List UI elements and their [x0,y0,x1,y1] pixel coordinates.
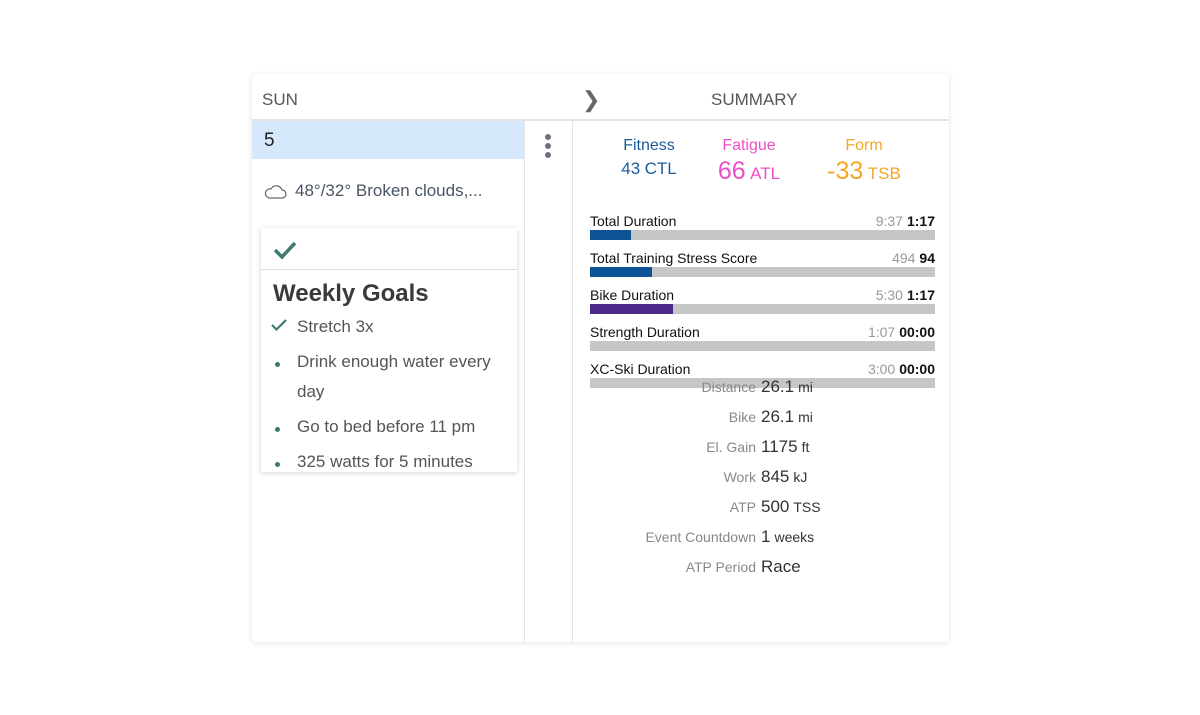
stat-unit: ft [801,439,810,455]
progress-bar-row: Total Training Stress Score 494 94 [590,250,935,277]
goals-title: Weekly Goals [273,280,429,307]
stats-list: Distance 26.1 mi Bike 26.1 mi El. Gain 1175 ft Wo… [574,377,949,587]
stat-label: Event Countdown [645,529,756,545]
completed-value: 94 [919,250,935,266]
goal-text: 325 watts for 5 minutes [297,452,473,471]
planned-value: 3:00 [867,361,896,377]
stat-label: ATP Period [685,559,756,575]
stat-row: Event Countdown 1 weeks [574,527,949,557]
goal-text: Go to bed before 11 pm [297,417,476,436]
planned-value: 5:30 [875,287,903,303]
goal-item[interactable]: Go to bed before 11 pm [271,412,517,442]
fatigue-label: Fatigue [722,137,776,154]
bullet-icon [271,447,297,477]
stat-label: Bike [728,409,756,425]
date-number[interactable]: 5 [252,121,524,159]
progress-bar-row: Strength Duration 1:07 00:00 [590,324,935,351]
goal-item[interactable]: 325 watts for 5 minutes [271,447,517,477]
bar-label: Bike Duration [590,287,675,303]
bar-label: Total Training Stress Score [590,250,758,266]
progress-bar-row: Bike Duration 5:30 1:17 [590,287,935,314]
duration-bars: Total Duration 9:37 1:17 Total Training Str… [590,213,935,398]
fitness-unit: CTL [644,159,677,178]
stat-label: Work [723,469,756,485]
stat-row: Bike 26.1 mi [574,407,949,437]
chevron-right-icon[interactable]: ❯ [582,87,601,112]
cloud-icon [264,185,287,199]
stat-value: 1 [761,527,771,546]
progress-bar-row: XC-Ski Duration 3:00 00:00 [590,361,935,388]
bar-label: XC-Ski Duration [590,361,691,377]
weekly-goals-card[interactable]: Weekly Goals Stretch 3x Drink enough wate… [261,228,517,472]
planned-value: 9:37 [875,213,903,229]
stat-label: El. Gain [706,439,756,455]
stat-row: Work 845 kJ [574,467,949,497]
goal-text: Drink enough water every day [297,352,491,401]
planned-value: 494 [892,250,916,266]
stat-row: Distance 26.1 mi [574,377,949,407]
progress-track [590,230,935,240]
progress-bar-row: Total Duration 9:37 1:17 [590,213,935,240]
day-card: SUN ❯ SUMMARY 5 48°/32° Broken clouds,..… [252,74,949,642]
fatigue-value: 66 [717,157,746,185]
stat-unit: mi [798,409,813,425]
stat-value: 26.1 [761,407,795,426]
checkmark-icon [271,312,297,342]
completed-value: 00:00 [899,324,935,340]
stat-value: 26.1 [761,377,795,396]
stat-value: 845 [761,467,790,486]
weather-text: 48°/32° Broken clouds,... [295,181,483,200]
form-unit: TSB [867,164,901,183]
day-label: SUN [262,90,298,109]
completed-value: 1:17 [906,287,935,303]
stat-row: ATP Period Race [574,557,949,587]
stat-unit: weeks [774,529,815,545]
bullet-icon [271,347,297,407]
fatigue-unit: ATL [750,164,781,183]
stat-row: El. Gain 1175 ft [574,437,949,467]
day-column: 5 48°/32° Broken clouds,... Weekly Goals… [252,121,525,642]
stat-row: ATP 500 TSS [574,497,949,527]
stat-label: Distance [701,379,756,395]
summary-title: SUMMARY [711,90,798,109]
weather: 48°/32° Broken clouds,... [263,181,482,201]
fitness-metric: Fitness 43 CTL [604,137,694,179]
checkmark-icon [273,241,297,260]
progress-track [590,267,935,277]
form-label: Form [845,137,883,154]
completed-value: 00:00 [899,361,935,377]
goals-list: Stretch 3x Drink enough water every day Go… [271,312,517,477]
more-options-icon[interactable] [545,134,553,161]
planned-value: 1:07 [867,324,896,340]
bar-label: Total Duration [590,213,677,229]
progress-fill [590,304,673,314]
options-column [525,121,573,642]
goal-item[interactable]: Stretch 3x [271,312,517,342]
stat-label: ATP [729,499,756,515]
form-value: -33 [827,157,864,185]
stat-unit: TSS [793,499,821,515]
stat-value: 1175 [761,437,798,456]
progress-fill [590,267,653,277]
form-metric: Form -33 TSB [814,137,914,186]
progress-track [590,341,935,351]
progress-track [590,304,935,314]
stat-unit: mi [798,379,813,395]
bullet-icon [271,412,297,442]
fitness-label: Fitness [623,137,675,154]
progress-track [590,378,935,388]
fatigue-metric: Fatigue 66 ATL [704,137,794,186]
completed-value: 1:17 [906,213,935,229]
bar-label: Strength Duration [590,324,700,340]
fitness-value: 43 [621,159,641,178]
progress-fill [590,230,632,240]
stat-value: 500 [761,497,790,516]
goal-text: Stretch 3x [297,317,374,336]
stat-value: Race [761,557,801,576]
header: SUN ❯ SUMMARY [252,74,949,121]
stat-unit: kJ [793,469,808,485]
goal-item[interactable]: Drink enough water every day [271,347,517,407]
summary-panel: Fitness 43 CTL Fatigue 66 ATL Form -33 T… [574,121,949,642]
